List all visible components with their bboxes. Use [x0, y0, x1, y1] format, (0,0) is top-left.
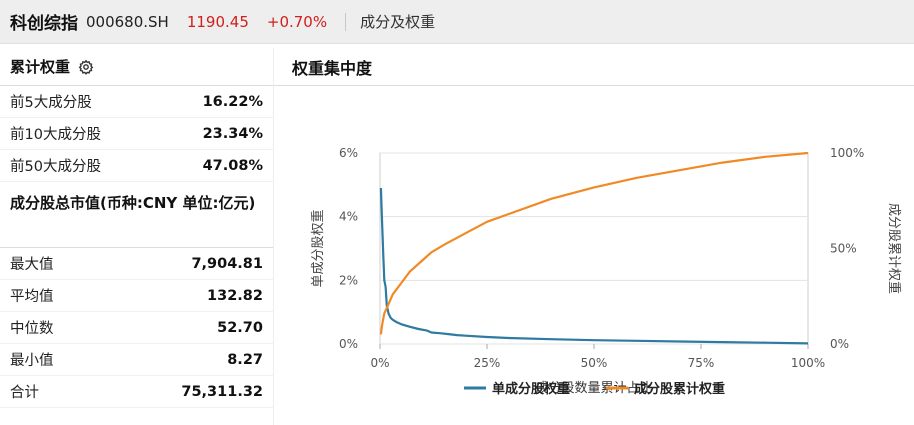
x-tick-label: 25%	[474, 356, 501, 370]
left-panel: 累计权重 前5大成分股 16.22% 前10大成分股 23.34% 前50大成分…	[0, 48, 273, 425]
cum-row-label: 前50大成分股	[10, 159, 101, 175]
series-line-cumulative-weight	[379, 151, 809, 335]
mv-row-value: 52.70	[217, 319, 263, 336]
y2-axis-label: 成分股累计权重	[886, 203, 902, 294]
cum-row-top5: 前5大成分股 16.22%	[0, 86, 273, 118]
mv-row-max: 最大值 7,904.81	[0, 248, 273, 280]
cum-row-top10: 前10大成分股 23.34%	[0, 118, 273, 150]
x-axis-label: 成分股数量累计占比	[535, 381, 652, 396]
mv-row-label: 平均值	[10, 289, 54, 305]
cum-row-value: 47.08%	[202, 157, 263, 174]
chart-panel: 权重集中度 0% 2% 4% 6% 0% 50% 100% 0% 25% 50% 75% 100% 成…	[274, 48, 914, 425]
mv-row-value: 75,311.32	[181, 383, 263, 400]
index-header: 科创综指 000680.SH 1190.45 +0.70% 成分及权重	[0, 0, 914, 44]
series-line-single-weight	[379, 187, 809, 345]
cum-row-label: 前10大成分股	[10, 127, 101, 143]
index-name: 科创综指	[10, 14, 78, 34]
y-tick-label: 0%	[339, 337, 358, 351]
y-tick-label: 6%	[339, 146, 358, 160]
x-tick-label: 50%	[581, 356, 608, 370]
index-change-pct: +0.70%	[266, 12, 328, 31]
mv-row-value: 7,904.81	[191, 255, 263, 272]
y2-tick-label: 50%	[830, 242, 857, 256]
mv-row-label: 最大值	[10, 257, 54, 273]
mv-row-min: 最小值 8.27	[0, 344, 273, 376]
index-price: 1190.45	[186, 12, 249, 31]
y2-tick-label: 100%	[830, 146, 864, 160]
panel-divider	[273, 48, 274, 425]
gear-icon[interactable]	[78, 59, 94, 75]
cum-row-value: 23.34%	[202, 125, 263, 142]
cumulative-weight-header: 累计权重	[0, 48, 273, 86]
mv-row-label: 最小值	[10, 353, 54, 369]
mv-row-median: 中位数 52.70	[0, 312, 273, 344]
index-code: 000680.SH	[86, 12, 169, 31]
cum-row-value: 16.22%	[202, 93, 263, 110]
y-tick-label: 2%	[339, 273, 358, 287]
tab-constituents-weights[interactable]: 成分及权重	[360, 13, 436, 31]
mv-row-label: 中位数	[10, 321, 54, 337]
y-tick-label: 4%	[339, 210, 358, 224]
cum-row-top50: 前50大成分股 47.08%	[0, 150, 273, 182]
cum-row-label: 前5大成分股	[10, 95, 92, 111]
y2-tick-label: 0%	[830, 337, 849, 351]
weight-concentration-chart: 0% 2% 4% 6% 0% 50% 100% 0% 25% 50% 75% 100% 成分股数量累计…	[310, 146, 902, 397]
x-tick-label: 100%	[791, 356, 825, 370]
x-tick-label: 0%	[370, 356, 389, 370]
mv-row-total: 合计 75,311.32	[0, 376, 273, 408]
header-divider	[345, 12, 347, 31]
mv-row-value: 8.27	[227, 351, 263, 368]
market-value-title: 成分股总市值(币种:CNY 单位:亿元)	[0, 182, 273, 248]
mv-row-mean: 平均值 132.82	[0, 280, 273, 312]
plot-frame	[379, 152, 809, 345]
chart-title: 权重集中度	[274, 48, 914, 86]
cumulative-weight-title: 累计权重	[10, 58, 71, 76]
y-axis-label: 单成分股权重	[310, 209, 326, 287]
mv-row-label: 合计	[10, 385, 39, 401]
legend-label: 单成分股权重	[492, 381, 570, 397]
legend-label: 成分股累计权重	[634, 381, 725, 397]
mv-row-value: 132.82	[207, 287, 263, 304]
x-tick-label: 75%	[688, 356, 715, 370]
